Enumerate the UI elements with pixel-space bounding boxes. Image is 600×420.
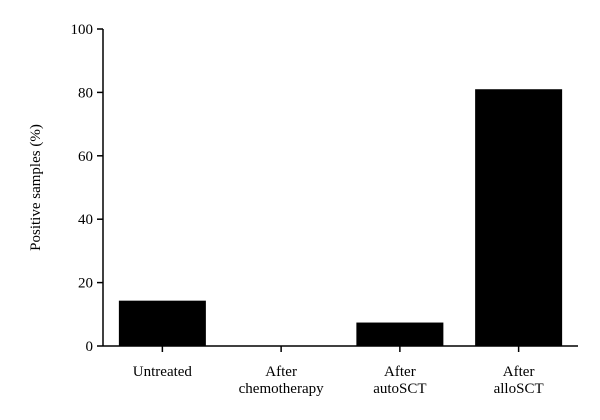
y-tick-label: 0 [86, 339, 94, 355]
x-tick-label: After chemotherapy [239, 364, 324, 397]
y-tick-label: 80 [78, 85, 93, 101]
y-tick-label: 60 [78, 149, 93, 165]
bars [118, 89, 563, 346]
y-axis-title: Positive samples (%) [28, 124, 44, 251]
x-tick-label: After autoSCT [373, 364, 426, 397]
y-tick-label: 100 [71, 22, 94, 38]
bar [118, 300, 206, 346]
y-tick-label: 40 [78, 212, 93, 228]
y-axis: 0 20 40 60 80 100 [71, 22, 104, 355]
bar [356, 322, 444, 346]
y-tick-label: 20 [78, 276, 93, 292]
x-tick-label: Untreated [133, 364, 193, 380]
x-axis: Untreated After chemotherapy After autoSCT Af… [103, 345, 578, 397]
bar [475, 89, 563, 346]
x-tick-label: After alloSCT [494, 364, 544, 397]
